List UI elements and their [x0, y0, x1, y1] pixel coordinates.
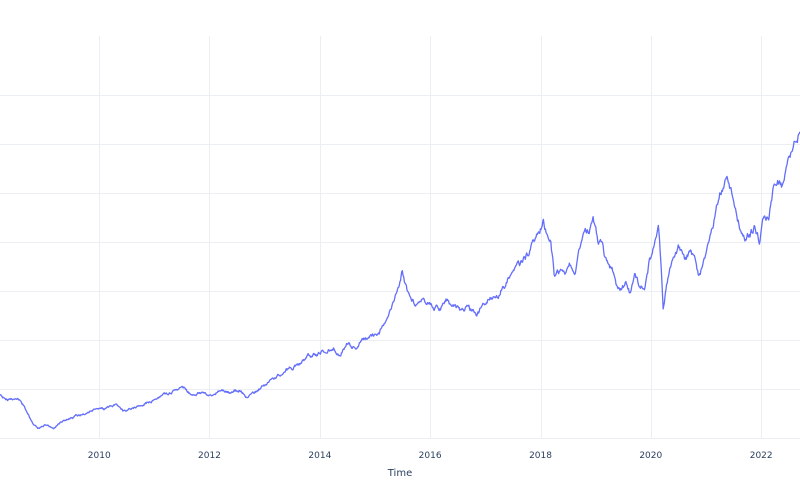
x-tick-label: 2016: [419, 451, 442, 461]
x-tick-label: 2020: [639, 451, 662, 461]
x-tick-label: 2014: [308, 451, 331, 461]
x-tick-label: 2010: [88, 451, 111, 461]
x-tick-label: 2018: [529, 451, 552, 461]
series-layer: [0, 131, 800, 430]
x-tick-label: 2022: [750, 451, 773, 461]
series-line: [0, 131, 800, 430]
x-axis-ticks: 2010 2012 2014 2016 2018 2020 2022: [88, 451, 773, 461]
gridlines: [0, 36, 800, 439]
x-axis-title: Time: [387, 468, 412, 479]
x-tick-label: 2012: [198, 451, 221, 461]
